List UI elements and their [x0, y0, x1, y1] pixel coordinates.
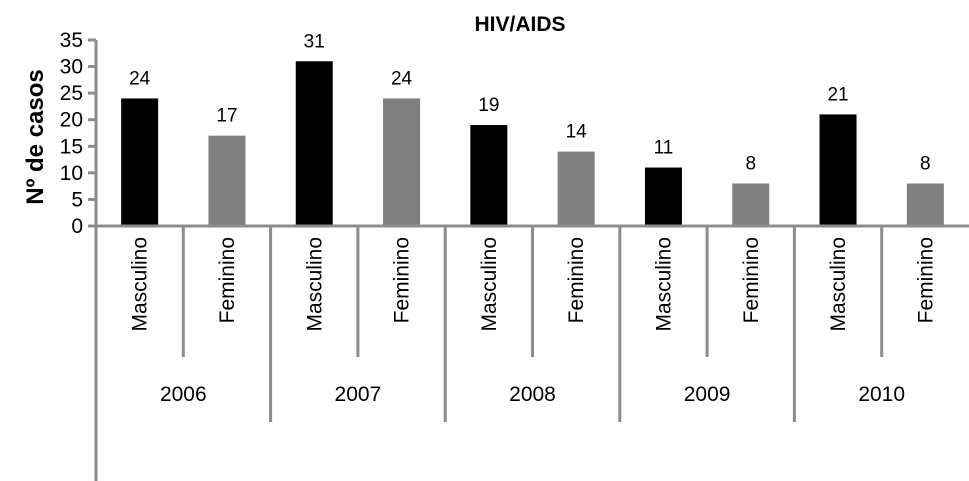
category-labels: Masculino Feminino Masculino Feminino Mascul…	[129, 237, 938, 332]
y-tick-label: 20	[60, 109, 83, 132]
bar-2010-masculino	[819, 114, 857, 226]
y-tick-label: 10	[60, 162, 83, 185]
category-label: Masculino	[652, 237, 675, 332]
bar-2009-masculino	[644, 167, 682, 226]
bar-2006-feminino	[208, 135, 246, 226]
y-tick-label: 5	[71, 188, 83, 211]
bar-2009-feminino	[732, 183, 770, 226]
category-label: Masculino	[303, 237, 326, 332]
chart-title: HIV/AIDS	[474, 13, 565, 36]
data-label: 19	[478, 95, 499, 116]
bars	[121, 61, 944, 226]
data-label: 31	[304, 31, 325, 52]
year-label: 2007	[335, 383, 382, 406]
y-tick-label: 15	[60, 135, 83, 158]
category-label: Feminino	[740, 237, 763, 323]
bar-2008-masculino	[470, 125, 508, 226]
year-label: 2008	[509, 383, 556, 406]
axes	[94, 40, 969, 481]
bar-2006-masculino	[121, 98, 159, 226]
y-tick-label: 0	[71, 215, 83, 238]
category-label: Feminino	[914, 237, 937, 323]
data-label: 17	[216, 106, 237, 127]
bar-2007-feminino	[383, 98, 421, 226]
y-axis: 0 5 10 15 20 25 30 35	[60, 29, 96, 238]
category-label: Masculino	[827, 237, 850, 332]
category-label: Feminino	[216, 237, 239, 323]
year-labels: 2006 2007 2008 2009 2010	[160, 383, 905, 406]
y-axis-label: Nº de casos	[22, 69, 49, 205]
category-label: Masculino	[478, 237, 501, 332]
year-label: 2006	[160, 383, 207, 406]
year-label: 2009	[684, 383, 731, 406]
bar-2008-feminino	[557, 151, 595, 226]
data-label: 8	[745, 153, 756, 174]
data-label: 24	[129, 68, 151, 89]
category-label: Masculino	[129, 237, 152, 332]
data-label: 21	[827, 84, 848, 105]
y-tick-label: 25	[60, 82, 83, 105]
category-label: Feminino	[391, 237, 414, 323]
data-labels: 24 17 31 24 19 14 11 8 21 8	[129, 31, 931, 174]
y-tick-label: 35	[60, 29, 83, 52]
data-label: 8	[920, 153, 931, 174]
data-label: 14	[566, 122, 588, 143]
category-label: Feminino	[565, 237, 588, 323]
bar-2010-feminino	[906, 183, 944, 226]
year-label: 2010	[858, 383, 905, 406]
bar-2007-masculino	[295, 61, 333, 226]
data-label: 24	[391, 68, 413, 89]
data-label: 11	[654, 138, 674, 159]
y-tick-label: 30	[60, 56, 83, 79]
